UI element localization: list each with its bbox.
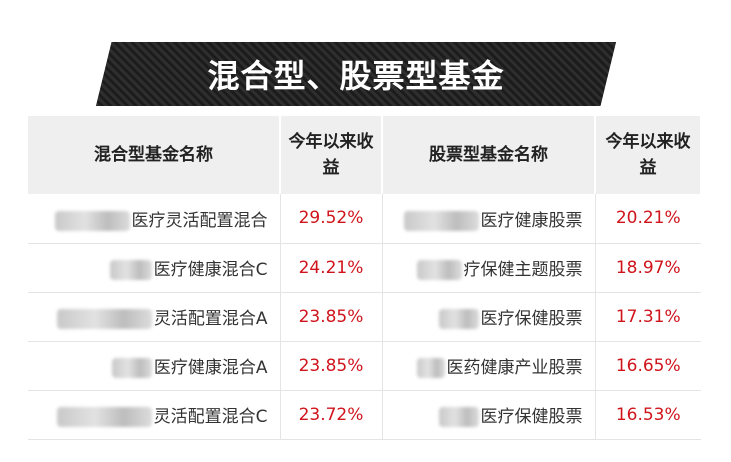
header-mixed-return: 今年以来收益 [280,116,383,194]
stock-fund-name: 疗保健主题股票 [463,260,583,280]
redacted-blur [109,260,152,280]
stock-fund-name: 医药健康产业股票 [446,358,583,378]
redacted-blur [56,407,152,427]
table-row: 医疗灵活配置混合 29.52% 医疗健康股票 20.21% [28,194,701,244]
banner-title: 混合型、股票型基金 [207,57,505,95]
header-stock-name: 股票型基金名称 [382,116,596,194]
redacted-blur [56,309,152,329]
mixed-fund-name: 灵活配置混合A [153,309,268,329]
mixed-fund-name: 医疗健康混合C [153,260,268,280]
stock-fund-name-cell: 医疗保健股票 [382,292,596,342]
mixed-fund-name-cell: 医疗健康混合C [28,243,281,293]
mixed-fund-name-cell: 医疗灵活配置混合 [28,194,281,244]
stock-fund-return: 16.65% [595,341,701,391]
mixed-fund-name: 医疗灵活配置混合 [131,210,268,231]
stock-fund-return: 16.53% [595,390,701,440]
redacted-blur [416,260,462,280]
redacted-blur [111,358,152,378]
redacted-blur [438,407,479,427]
stock-fund-return: 17.31% [595,292,701,342]
mixed-fund-name: 灵活配置混合C [153,407,268,427]
stock-fund-name: 医疗保健股票 [480,407,583,427]
stock-fund-name-cell: 医疗健康股票 [382,194,596,244]
mixed-fund-return: 23.85% [280,341,383,391]
redacted-blur [403,210,479,231]
stock-fund-name: 医疗健康股票 [480,210,583,231]
redacted-blur [416,358,445,378]
mixed-fund-return: 23.72% [280,390,383,440]
header-mixed-name: 混合型基金名称 [28,116,281,194]
header-stock-return: 今年以来收益 [595,116,702,194]
table-header-row: 混合型基金名称 今年以来收益 股票型基金名称 今年以来收益 [28,116,702,194]
mixed-fund-name-cell: 灵活配置混合C [28,390,281,440]
redacted-blur [438,309,479,329]
stock-fund-return: 18.97% [595,243,701,293]
title-banner: 混合型、股票型基金 [96,42,616,106]
table-row: 灵活配置混合C 23.72% 医疗保健股票 16.53% [28,390,701,440]
fund-table: 混合型基金名称 今年以来收益 股票型基金名称 今年以来收益 医疗灵活配置混合 2… [28,116,702,440]
stock-fund-return: 20.21% [595,194,701,244]
mixed-fund-name-cell: 灵活配置混合A [28,292,281,342]
stock-fund-name-cell: 疗保健主题股票 [382,243,596,293]
table-row: 灵活配置混合A 23.85% 医疗保健股票 17.31% [28,292,701,342]
mixed-fund-name: 医疗健康混合A [153,358,268,378]
stock-fund-name: 医疗保健股票 [480,309,583,329]
stock-fund-name-cell: 医药健康产业股票 [382,341,596,391]
stock-fund-name-cell: 医疗保健股票 [382,390,596,440]
redacted-blur [54,210,130,231]
mixed-fund-name-cell: 医疗健康混合A [28,341,281,391]
table-row: 医疗健康混合C 24.21% 疗保健主题股票 18.97% [28,243,701,293]
table-row: 医疗健康混合A 23.85% 医药健康产业股票 16.65% [28,341,701,391]
mixed-fund-return: 23.85% [280,292,383,342]
mixed-fund-return: 24.21% [280,243,383,293]
mixed-fund-return: 29.52% [280,194,383,244]
